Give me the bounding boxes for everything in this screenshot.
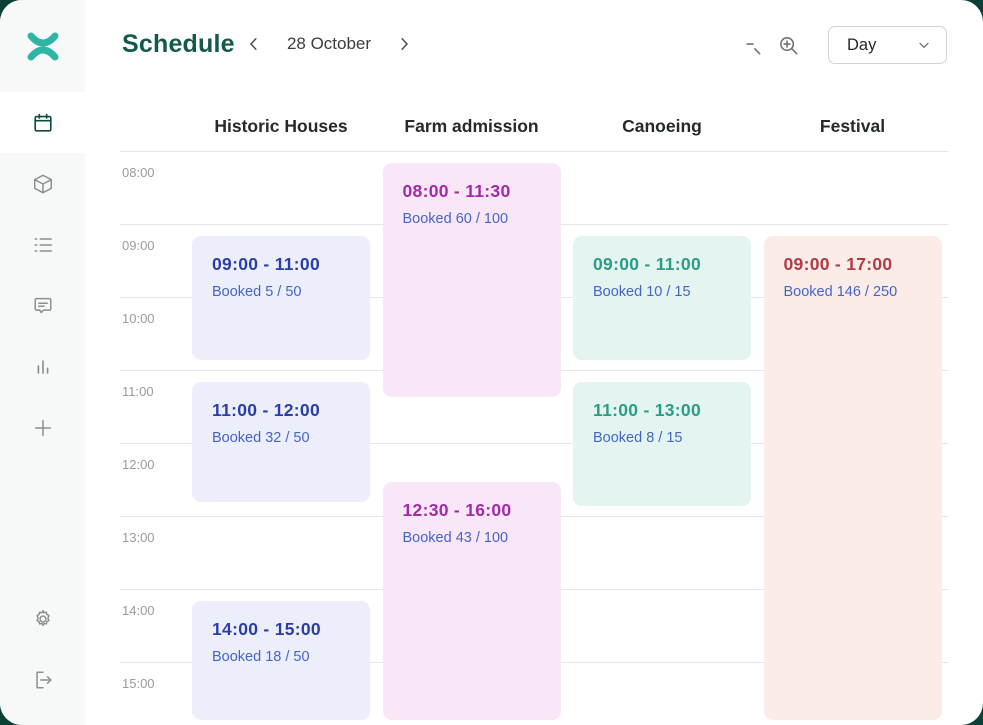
column-header: Canoeing xyxy=(622,116,702,136)
brand-x-mark-icon xyxy=(27,32,58,61)
column-header: Farm admission xyxy=(404,116,539,136)
event-booked-count: Booked 18 / 50 xyxy=(212,649,310,665)
zoom-in-button[interactable] xyxy=(776,33,800,57)
event-block[interactable]: 12:30 - 16:00 Booked 43 / 100 xyxy=(382,481,561,720)
app-logo xyxy=(0,0,85,92)
current-date-label: 28 October xyxy=(286,34,372,53)
date-navigator: 28 October xyxy=(243,33,415,55)
event-block[interactable]: 09:00 - 17:00 Booked 146 / 250 xyxy=(763,236,942,720)
time-label: 12:00 xyxy=(122,457,155,472)
settings-gear-icon xyxy=(35,609,50,626)
event-time-range: 09:00 - 11:00 xyxy=(593,254,702,274)
hour-gridline xyxy=(120,443,948,444)
event-time-range: 11:00 - 13:00 xyxy=(593,400,702,420)
column-header: Historic Houses xyxy=(214,116,348,136)
event-block[interactable]: 09:00 - 11:00 Booked 10 / 15 xyxy=(573,236,751,360)
sidebar-item-reports[interactable] xyxy=(0,336,85,397)
zoom-out-button[interactable] xyxy=(739,33,763,57)
prev-day-button[interactable] xyxy=(243,33,265,55)
event-block[interactable]: 09:00 - 11:00 Booked 5 / 50 xyxy=(192,236,370,360)
sidebar-item-messages[interactable] xyxy=(0,275,85,336)
time-label: 11:00 xyxy=(122,384,154,399)
page-title: Schedule xyxy=(122,30,235,58)
magnifier-plus-icon xyxy=(779,36,797,54)
time-label: 15:00 xyxy=(122,676,155,691)
time-label: 13:00 xyxy=(122,530,155,545)
event-booked-count: Booked 10 / 15 xyxy=(593,284,691,300)
sidebar-item-settings[interactable] xyxy=(0,588,85,649)
event-time-range: 11:00 - 12:00 xyxy=(212,400,321,420)
time-label: 14:00 xyxy=(122,603,155,618)
sidebar-spacer xyxy=(0,458,85,588)
time-label: 10:00 xyxy=(122,311,155,326)
event-block[interactable]: 14:00 - 15:00 Booked 18 / 50 xyxy=(192,601,370,720)
event-time-range: 09:00 - 11:00 xyxy=(212,254,321,274)
event-time-range: 08:00 - 11:30 xyxy=(402,181,511,201)
time-label: 09:00 xyxy=(122,238,155,253)
list-icon xyxy=(33,237,52,252)
event-time-range: 12:30 - 16:00 xyxy=(402,499,512,520)
package-icon xyxy=(33,174,52,193)
sidebar-item-products[interactable] xyxy=(0,153,85,214)
column-header: Festival xyxy=(819,116,886,136)
event-booked-count: Booked 43 / 100 xyxy=(402,529,509,546)
chevron-down-icon xyxy=(919,42,929,48)
view-selector-dropdown[interactable]: Day xyxy=(828,26,947,64)
event-block[interactable]: 11:00 - 13:00 Booked 8 / 15 xyxy=(573,382,751,506)
event-booked-count: Booked 5 / 50 xyxy=(212,284,302,300)
sidebar-item-calendar[interactable] xyxy=(0,92,85,153)
magnifier-minus-icon xyxy=(745,42,760,54)
event-block[interactable]: 11:00 - 12:00 Booked 32 / 50 xyxy=(192,382,370,502)
event-time-range: 14:00 - 15:00 xyxy=(212,619,321,639)
logout-icon xyxy=(35,670,52,689)
plus-icon xyxy=(34,419,51,436)
chevron-right-icon xyxy=(401,38,408,50)
calendar-icon xyxy=(33,113,52,132)
sidebar xyxy=(0,0,85,725)
event-booked-count: Booked 8 / 15 xyxy=(593,430,683,446)
event-block[interactable]: 08:00 - 11:30 Booked 60 / 100 xyxy=(382,163,561,397)
sidebar-item-logout[interactable] xyxy=(0,649,85,710)
header-actions: Day xyxy=(739,26,947,64)
chevron-left-icon xyxy=(250,38,257,50)
time-label: 08:00 xyxy=(122,165,155,180)
sidebar-item-bookings-list[interactable] xyxy=(0,214,85,275)
hour-gridline xyxy=(120,151,948,152)
bar-chart-icon xyxy=(37,359,48,374)
event-booked-count: Booked 32 / 50 xyxy=(212,430,310,446)
sidebar-item-add[interactable] xyxy=(0,397,85,458)
event-time-range: 09:00 - 17:00 xyxy=(783,254,893,274)
event-booked-count: Booked 146 / 250 xyxy=(783,284,898,300)
view-selector-value: Day xyxy=(847,35,877,54)
next-day-button[interactable] xyxy=(393,33,415,55)
event-booked-count: Booked 60 / 100 xyxy=(402,211,509,227)
chat-icon xyxy=(33,297,52,313)
